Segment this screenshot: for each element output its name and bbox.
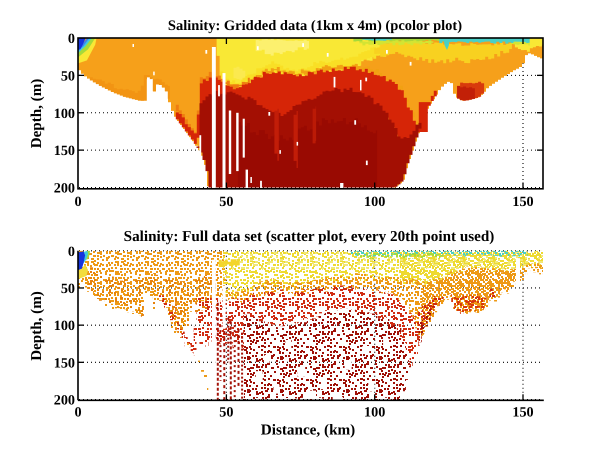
svg-text:50: 50 [61, 281, 75, 297]
svg-text:100: 100 [364, 405, 385, 421]
svg-text:200: 200 [54, 181, 75, 197]
svg-text:150: 150 [54, 143, 75, 159]
svg-text:0: 0 [74, 194, 81, 210]
svg-text:Depth, (m): Depth, (m) [29, 291, 45, 361]
svg-text:0: 0 [68, 31, 75, 47]
svg-text:150: 150 [512, 405, 533, 421]
svg-text:100: 100 [54, 318, 75, 334]
svg-text:0: 0 [74, 405, 81, 421]
svg-text:100: 100 [364, 194, 385, 210]
svg-text:150: 150 [54, 355, 75, 371]
svg-text:0: 0 [68, 244, 75, 260]
svg-text:Salinity: Gridded data (1km x: Salinity: Gridded data (1km x 4m) (pcolo… [168, 18, 462, 34]
svg-text:150: 150 [512, 194, 533, 210]
svg-text:50: 50 [219, 194, 233, 210]
svg-text:Depth, (m): Depth, (m) [29, 79, 45, 149]
svg-text:Salinity: Full data set (scatt: Salinity: Full data set (scatter plot, e… [124, 228, 495, 245]
svg-text:200: 200 [54, 393, 75, 409]
svg-text:Distance, (km): Distance, (km) [261, 422, 355, 439]
svg-text:100: 100 [54, 106, 75, 122]
svg-text:50: 50 [219, 405, 233, 421]
svg-text:50: 50 [61, 68, 75, 84]
